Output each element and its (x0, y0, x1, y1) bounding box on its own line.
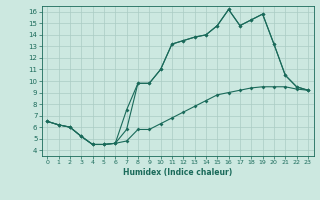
X-axis label: Humidex (Indice chaleur): Humidex (Indice chaleur) (123, 168, 232, 177)
